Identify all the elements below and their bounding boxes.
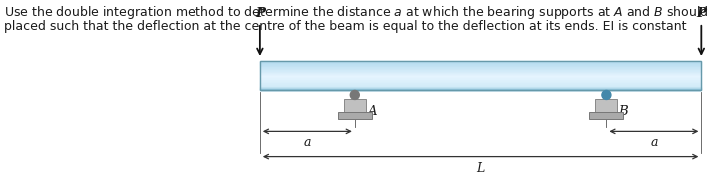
Bar <box>260 89 701 90</box>
Bar <box>260 67 701 68</box>
Bar <box>260 64 701 65</box>
Circle shape <box>602 90 611 100</box>
Bar <box>260 61 701 62</box>
Bar <box>260 81 701 82</box>
Bar <box>260 73 701 74</box>
Bar <box>260 72 701 73</box>
Text: a: a <box>650 136 658 149</box>
Bar <box>260 66 701 67</box>
Bar <box>260 88 701 89</box>
Bar <box>260 87 701 88</box>
Bar <box>260 71 701 72</box>
Text: A: A <box>367 105 377 118</box>
Bar <box>260 77 701 78</box>
Bar <box>595 100 617 112</box>
Bar <box>260 62 701 63</box>
Bar <box>590 112 624 120</box>
Bar <box>260 69 701 70</box>
Text: Use the double integration method to determine the distance $a$ at which the bea: Use the double integration method to det… <box>4 4 712 21</box>
Bar <box>260 70 701 71</box>
Text: placed such that the deflection at the centre of the beam is equal to the deflec: placed such that the deflection at the c… <box>4 20 686 33</box>
Bar <box>260 65 701 66</box>
Bar <box>260 83 701 84</box>
Bar <box>260 79 701 80</box>
Bar <box>260 85 701 86</box>
Bar <box>260 61 701 90</box>
Text: a: a <box>303 136 311 149</box>
Text: P: P <box>696 7 706 20</box>
Bar <box>260 74 701 75</box>
Bar <box>260 82 701 83</box>
Circle shape <box>350 90 360 100</box>
Bar <box>260 86 701 87</box>
Text: P: P <box>255 7 265 20</box>
Bar <box>260 76 701 77</box>
Bar <box>260 80 701 81</box>
Bar <box>344 100 366 112</box>
Bar <box>260 84 701 85</box>
Bar <box>260 75 701 76</box>
Text: B: B <box>619 105 628 118</box>
Bar <box>260 78 701 79</box>
Text: L: L <box>476 162 485 174</box>
Bar <box>260 63 701 64</box>
Bar <box>260 68 701 69</box>
Bar <box>337 112 372 120</box>
